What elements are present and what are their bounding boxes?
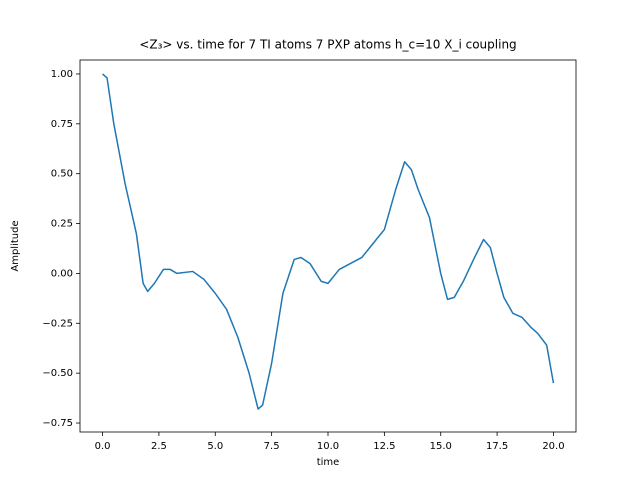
x-axis-label: time: [317, 457, 340, 468]
x-tick-label: 17.5: [486, 441, 508, 452]
x-tick-label: 15.0: [430, 441, 452, 452]
x-tick-label: 7.5: [264, 441, 280, 452]
plot-frame: [79, 59, 577, 433]
y-axis-label: Amplitude: [10, 220, 21, 271]
y-tick-label: 0.00: [51, 268, 73, 279]
x-tick-label: 20.0: [542, 441, 564, 452]
y-tick-label: 1.00: [51, 69, 73, 80]
data-line: [102, 73, 555, 410]
y-tick-label: −0.50: [42, 368, 73, 379]
x-tick-label: 5.0: [207, 441, 223, 452]
y-tick-label: −0.75: [42, 418, 73, 429]
x-tick-label: 12.5: [373, 441, 395, 452]
x-tick-label: 0.0: [95, 441, 111, 452]
y-tick-label: 0.75: [51, 119, 73, 130]
x-tick-label: 2.5: [151, 441, 167, 452]
y-tick-label: 0.25: [51, 219, 73, 230]
y-tick-label: −0.25: [42, 318, 73, 329]
x-tick-label: 10.0: [317, 441, 339, 452]
chart-title: <Z₃> vs. time for 7 TI atoms 7 PXP atoms…: [139, 38, 516, 52]
y-tick-label: 0.50: [51, 169, 73, 180]
